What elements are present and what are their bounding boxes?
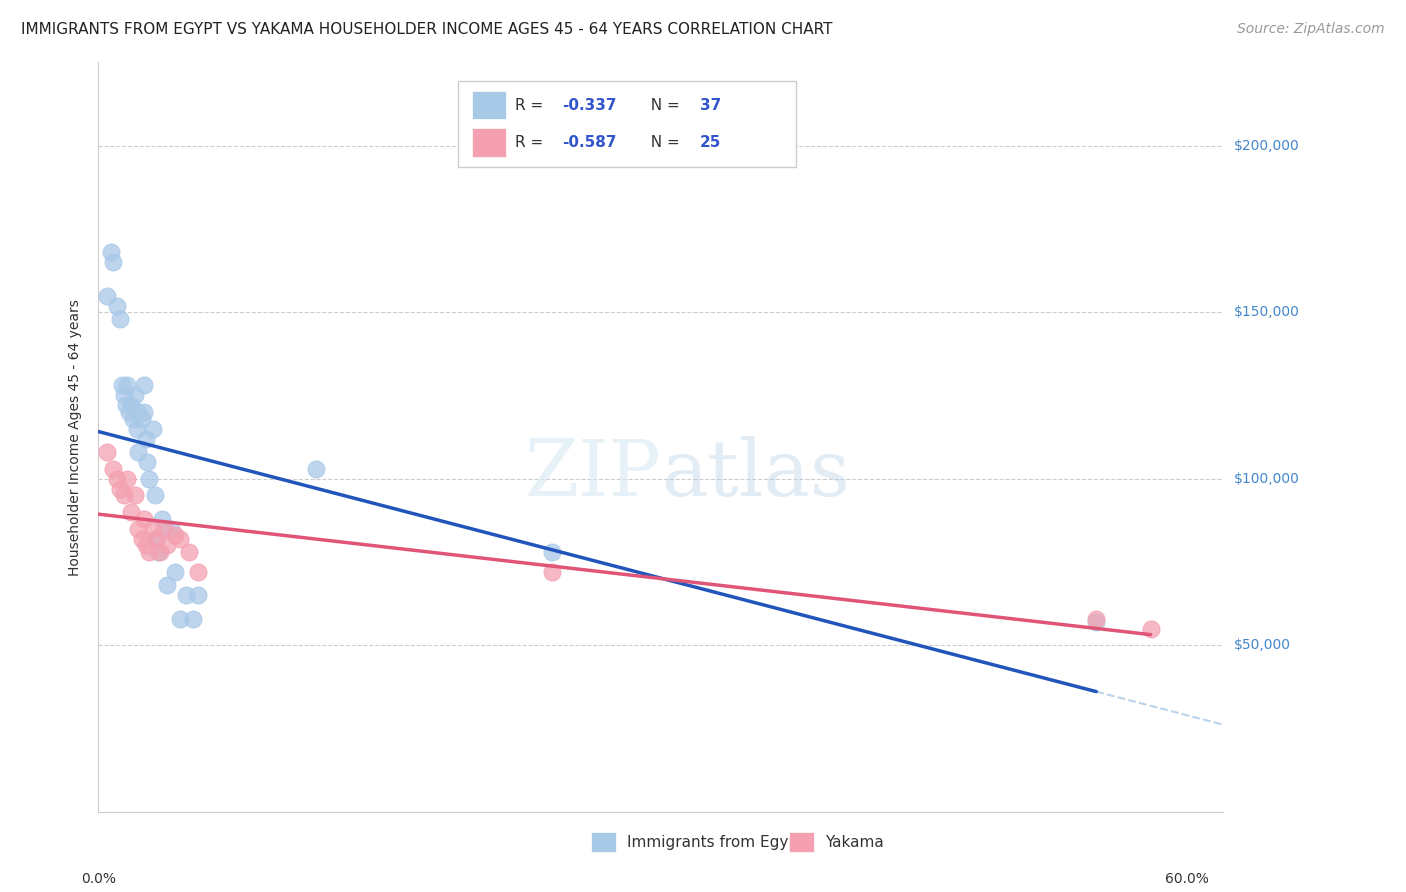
Text: Immigrants from Egypt: Immigrants from Egypt (627, 835, 804, 849)
Point (132, 511, 155, 525)
Point (131, 532, 153, 546)
Point (127, 522, 149, 536)
Point (112, 388, 135, 402)
Text: 0.0%: 0.0% (82, 871, 115, 886)
Text: -0.587: -0.587 (562, 135, 616, 150)
Text: 37: 37 (700, 97, 721, 112)
Point (96, 445, 118, 459)
Point (142, 422, 165, 436)
Point (114, 399, 136, 413)
Point (150, 511, 173, 525)
Point (156, 578, 179, 592)
Point (1085, 611, 1108, 625)
Point (136, 455, 159, 469)
Point (101, 255, 124, 269)
Point (1139, 622, 1161, 636)
Point (127, 445, 149, 459)
Point (96, 288, 118, 302)
Point (120, 505, 142, 519)
Point (105, 472, 128, 486)
Text: $100,000: $100,000 (1234, 472, 1301, 486)
Point (131, 411, 153, 425)
Point (124, 488, 146, 502)
Point (108, 482, 131, 496)
Point (179, 545, 201, 559)
Point (169, 532, 191, 546)
Point (122, 411, 145, 425)
Point (108, 311, 131, 326)
Text: N =: N = (641, 135, 685, 150)
Point (117, 472, 139, 486)
Point (156, 538, 179, 552)
Point (160, 522, 183, 536)
Point (125, 422, 148, 436)
Bar (472, 91, 506, 120)
Y-axis label: Householder Income Ages 45 - 64 years: Householder Income Ages 45 - 64 years (69, 299, 83, 575)
Point (174, 588, 197, 602)
Text: R =: R = (515, 135, 548, 150)
Point (132, 405, 155, 419)
Text: 25: 25 (700, 135, 721, 150)
Point (187, 565, 209, 579)
Point (111, 378, 134, 392)
Point (145, 532, 167, 546)
Point (132, 378, 155, 392)
Text: 60.0%: 60.0% (1166, 871, 1209, 886)
FancyBboxPatch shape (458, 81, 796, 168)
Point (127, 405, 149, 419)
Point (152, 522, 174, 536)
Text: -0.337: -0.337 (562, 97, 616, 112)
Point (101, 461, 124, 475)
Point (148, 545, 170, 559)
Point (163, 528, 186, 542)
Point (143, 488, 166, 502)
Text: IMMIGRANTS FROM EGYPT VS YAKAMA HOUSEHOLDER INCOME AGES 45 - 64 YEARS CORRELATIO: IMMIGRANTS FROM EGYPT VS YAKAMA HOUSEHOL… (21, 22, 832, 37)
Point (163, 565, 186, 579)
Text: N =: N = (641, 97, 685, 112)
Point (105, 299, 128, 313)
Point (541, 565, 564, 579)
Point (305, 461, 328, 475)
Point (100, 245, 122, 260)
Text: Yakama: Yakama (825, 835, 884, 849)
Point (138, 472, 160, 486)
Point (181, 611, 204, 625)
Point (187, 588, 209, 602)
Text: Source: ZipAtlas.com: Source: ZipAtlas.com (1237, 22, 1385, 37)
Text: atlas: atlas (661, 437, 849, 512)
Point (145, 532, 167, 546)
Text: $200,000: $200,000 (1234, 138, 1301, 153)
Text: ZIP: ZIP (524, 437, 661, 512)
Text: $50,000: $50,000 (1234, 638, 1291, 652)
Point (112, 488, 135, 502)
Point (124, 388, 146, 402)
Point (149, 545, 172, 559)
Text: $150,000: $150,000 (1234, 305, 1301, 319)
Point (135, 538, 157, 552)
Text: R =: R = (515, 97, 548, 112)
Point (138, 545, 160, 559)
Point (120, 399, 142, 413)
Point (117, 378, 139, 392)
Point (169, 611, 191, 625)
Point (1085, 615, 1108, 629)
Bar (472, 128, 506, 157)
Point (541, 545, 564, 559)
Point (135, 432, 157, 446)
Point (118, 405, 141, 419)
Point (142, 522, 165, 536)
